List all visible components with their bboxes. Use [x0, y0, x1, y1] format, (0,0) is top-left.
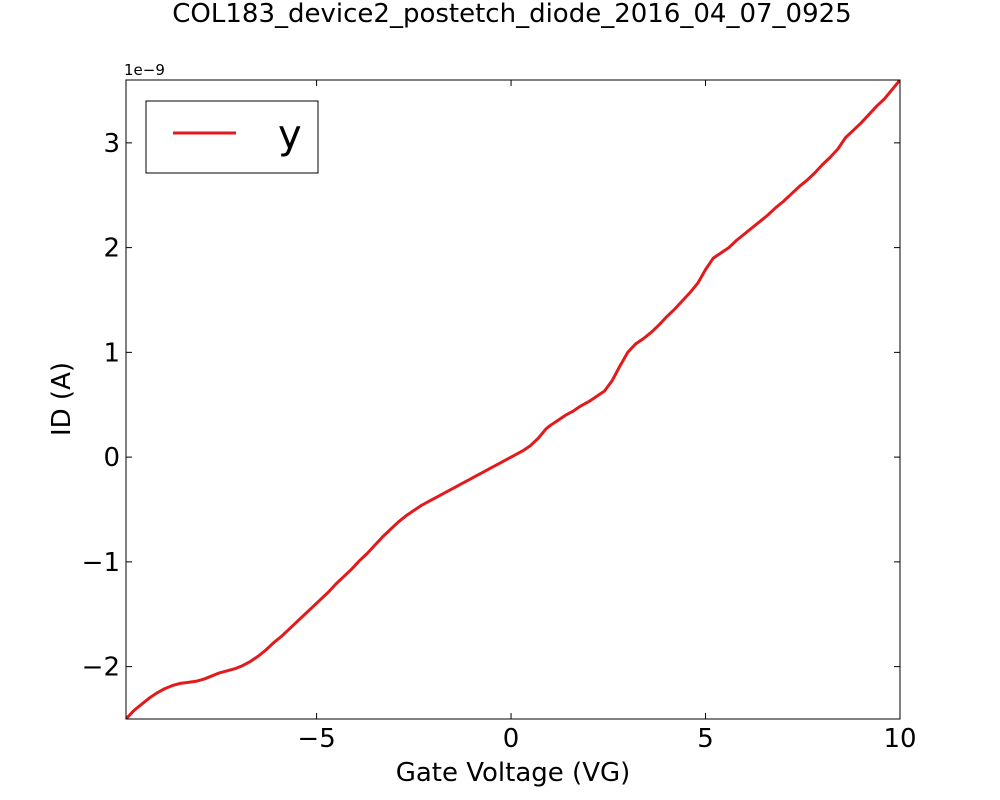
- x-tick-label: 10: [883, 724, 916, 754]
- x-tick-label: 0: [503, 724, 520, 754]
- y-offset-label: 1e−9: [124, 61, 165, 79]
- chart-title: COL183_device2_postetch_diode_2016_04_07…: [172, 0, 851, 29]
- plot-frame: [125, 79, 901, 720]
- series-layer: [126, 80, 900, 719]
- y-axis-label: ID (A): [47, 362, 77, 436]
- x-tick-label: −5: [297, 724, 335, 754]
- series-line-y: [126, 80, 900, 719]
- legend-label-y: y: [278, 112, 302, 158]
- y-tick-label: −1: [82, 548, 120, 578]
- y-tick-label: 1: [103, 338, 120, 368]
- legend: y: [145, 100, 319, 174]
- y-tick-label: 3: [103, 129, 120, 159]
- legend-box: [145, 100, 319, 174]
- y-tick-label: 0: [103, 443, 120, 473]
- y-tick-label: 2: [103, 234, 120, 264]
- plot-area: [126, 80, 900, 719]
- x-tick-label: 5: [697, 724, 714, 754]
- y-tick-label: −2: [82, 653, 120, 683]
- ticks-layer: −5 0 5 10 −2 −1 0 1 2 3: [82, 80, 917, 754]
- x-axis-label: Gate Voltage (VG): [396, 758, 631, 788]
